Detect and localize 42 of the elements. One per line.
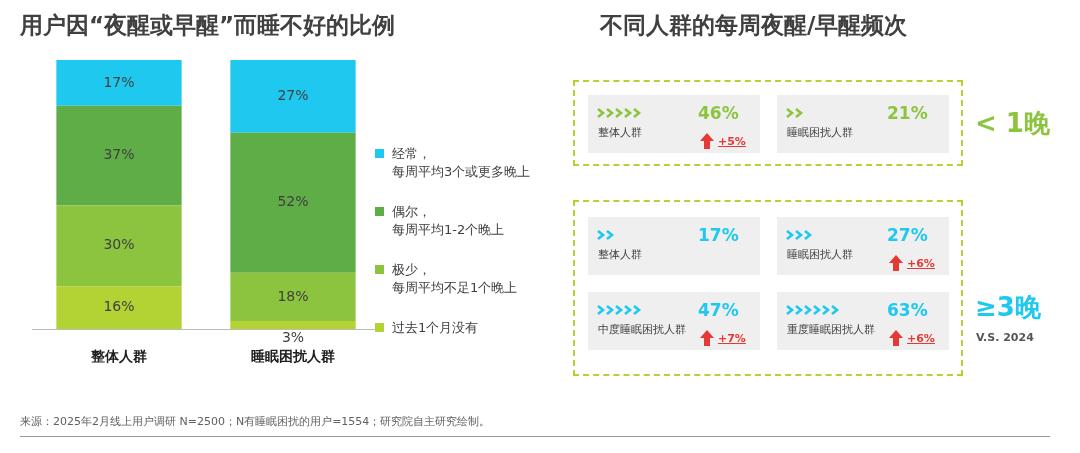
category-label: 重度睡眠困扰人群 xyxy=(787,322,875,337)
bar xyxy=(230,132,356,273)
bar xyxy=(56,205,182,287)
chart-title: 用户因“夜醒或早醒”而睡不好的比例 xyxy=(20,11,396,40)
text: +6% xyxy=(907,257,935,270)
text: 不同人群的每周夜醒/早醒频次 xyxy=(600,11,908,40)
data-label: 37% xyxy=(103,146,135,163)
legend-label: 极少，每周平均不足1个晚上 xyxy=(392,261,518,297)
data-label: 17% xyxy=(698,225,739,245)
text: +5% xyxy=(718,135,746,148)
category-label: 睡眠困扰人群 xyxy=(787,125,853,140)
text: ≥3晚 xyxy=(975,291,1041,324)
bar xyxy=(230,60,356,133)
data-label: 30% xyxy=(103,236,135,253)
data-label: 3% xyxy=(281,328,305,345)
data-label: 21% xyxy=(887,103,928,123)
bar xyxy=(56,286,182,330)
data-label: 27% xyxy=(277,86,309,103)
bar xyxy=(56,105,182,206)
data-label: 17% xyxy=(103,73,135,90)
data-label: 18% xyxy=(277,287,309,304)
text: < 1晚 xyxy=(975,107,1050,140)
category-label: 中度睡眠困扰人群 xyxy=(598,322,686,337)
bar xyxy=(230,321,356,330)
text: V.S. 2024 xyxy=(976,331,1034,344)
legend-label: 过去1个月没有 xyxy=(392,319,479,337)
text: +6% xyxy=(907,332,935,345)
legend-label: 偶尔，每周平均1-2个晚上 xyxy=(392,203,505,239)
category-label: 睡眠困扰人群 xyxy=(787,247,853,262)
bar xyxy=(56,60,182,106)
data-label: 63% xyxy=(887,300,928,320)
data-label: 27% xyxy=(887,225,928,245)
data-label: 16% xyxy=(103,298,135,315)
data-label: 52% xyxy=(277,193,309,210)
data-label: 47% xyxy=(698,300,739,320)
text: +7% xyxy=(718,332,746,345)
data-label: 46% xyxy=(698,103,739,123)
category-label: 整体人群 xyxy=(598,125,642,140)
source-note: 来源：2025年2月线上用户调研 N=2500；N有睡眠困扰的用户=1554；研究院自主研究绘制。 xyxy=(20,414,491,429)
legend-label: 经常，每周平均3个或更多晚上 xyxy=(392,145,531,181)
category-label: 整体人群 xyxy=(598,247,642,262)
bar xyxy=(230,272,356,322)
